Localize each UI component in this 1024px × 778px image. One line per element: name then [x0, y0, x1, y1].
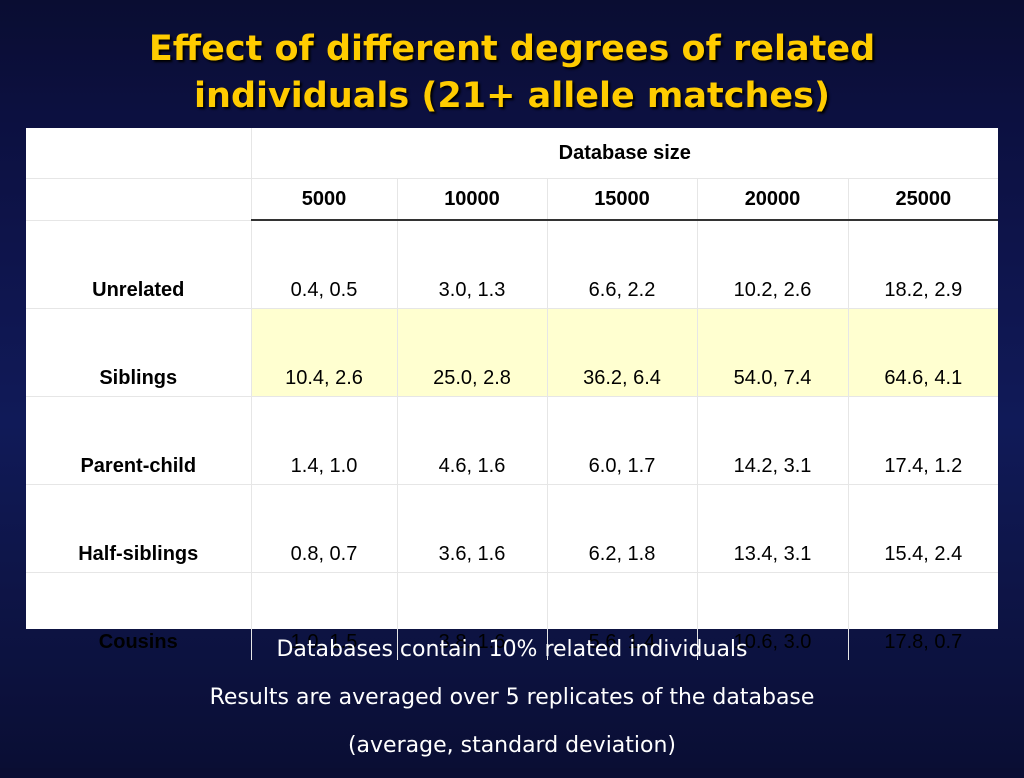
column-header: 20000	[696, 178, 848, 221]
table-cell: 6.2, 1.8	[546, 484, 697, 573]
row-label: Cousins	[98, 631, 178, 653]
column-header: 25000	[847, 178, 999, 221]
note-line-3: (average, standard deviation)	[347, 733, 677, 758]
table-cell: 10.2, 2.6	[696, 220, 848, 309]
column-header: 10000	[396, 178, 547, 221]
table-row: Half-siblings 0.8, 0.7 3.6, 1.6 6.2, 1.8…	[26, 484, 999, 573]
table-cell: 54.0, 7.4	[696, 308, 848, 397]
slide-notes: Databases contain 10% related individual…	[0, 634, 1024, 778]
header-corner-cell-2	[26, 178, 251, 221]
table-row-highlighted: Siblings 10.4, 2.6 25.0, 2.8 36.2, 6.4 5…	[26, 308, 999, 397]
table-cell: 14.2, 3.1	[696, 396, 848, 485]
table-cell: 5.6, 1.4	[546, 572, 697, 660]
table-cell: 3.6, 1.6	[396, 484, 547, 573]
database-size-header: Database size	[250, 128, 999, 179]
table-row: Parent-child 1.4, 1.0 4.6, 1.6 6.0, 1.7 …	[26, 396, 999, 485]
table-cell: 36.2, 6.4	[546, 308, 697, 397]
table-cell: 15.4, 2.4	[847, 484, 999, 573]
table-cell: 10.6, 3.0	[696, 572, 848, 660]
table-cell: 0.4, 0.5	[250, 220, 397, 309]
table-cell: 3.8, 1.6	[396, 572, 547, 660]
table-cell: 3.0, 1.3	[396, 220, 547, 309]
table-cell: 18.2, 2.9	[847, 220, 999, 309]
table-cell: 1.0, 1.5	[250, 572, 397, 660]
table-header-row-group: Database size	[26, 128, 999, 179]
column-header: 15000	[546, 178, 697, 221]
table-header-row-sizes: 5000 10000 15000 20000 25000	[26, 178, 999, 221]
results-table: Database size 5000 10000 15000 20000 250…	[26, 128, 999, 660]
table-cell: 64.6, 4.1	[847, 308, 999, 397]
row-label: Siblings	[26, 308, 251, 397]
table-row: Unrelated 0.4, 0.5 3.0, 1.3 6.6, 2.2 10.…	[26, 220, 999, 309]
table-cell: 13.4, 3.1	[696, 484, 848, 573]
table-cell: 17.4, 1.2	[847, 396, 999, 485]
table-cell: 1.4, 1.0	[250, 396, 397, 485]
note-line-2: Results are averaged over 5 replicates o…	[209, 685, 815, 710]
table-cell: 6.0, 1.7	[546, 396, 697, 485]
slide-title-line-1: Effect of different degrees of related	[148, 29, 876, 69]
slide-title: Effect of different degrees of related i…	[0, 26, 1024, 120]
row-label: Unrelated	[26, 220, 251, 309]
results-table-container: Database size 5000 10000 15000 20000 250…	[26, 128, 999, 660]
table-cell: 6.6, 2.2	[546, 220, 697, 309]
header-corner-cell	[26, 128, 251, 179]
table-cell: 25.0, 2.8	[396, 308, 547, 397]
row-label: Parent-child	[26, 396, 251, 485]
note-line-1: Databases contain 10% related individual…	[276, 637, 748, 662]
table-cell: 17.8, 0.7	[847, 572, 999, 660]
table-cell: 10.4, 2.6	[250, 308, 397, 397]
slide-title-line-2: individuals (21+ allele matches)	[194, 76, 830, 116]
table-cell: 4.6, 1.6	[396, 396, 547, 485]
table-row: Cousins 1.0, 1.5 3.8, 1.6 5.6, 1.4 10.6,…	[26, 572, 999, 660]
row-label: Half-siblings	[26, 484, 251, 573]
column-header: 5000	[250, 178, 397, 221]
table-cell: 0.8, 0.7	[250, 484, 397, 573]
